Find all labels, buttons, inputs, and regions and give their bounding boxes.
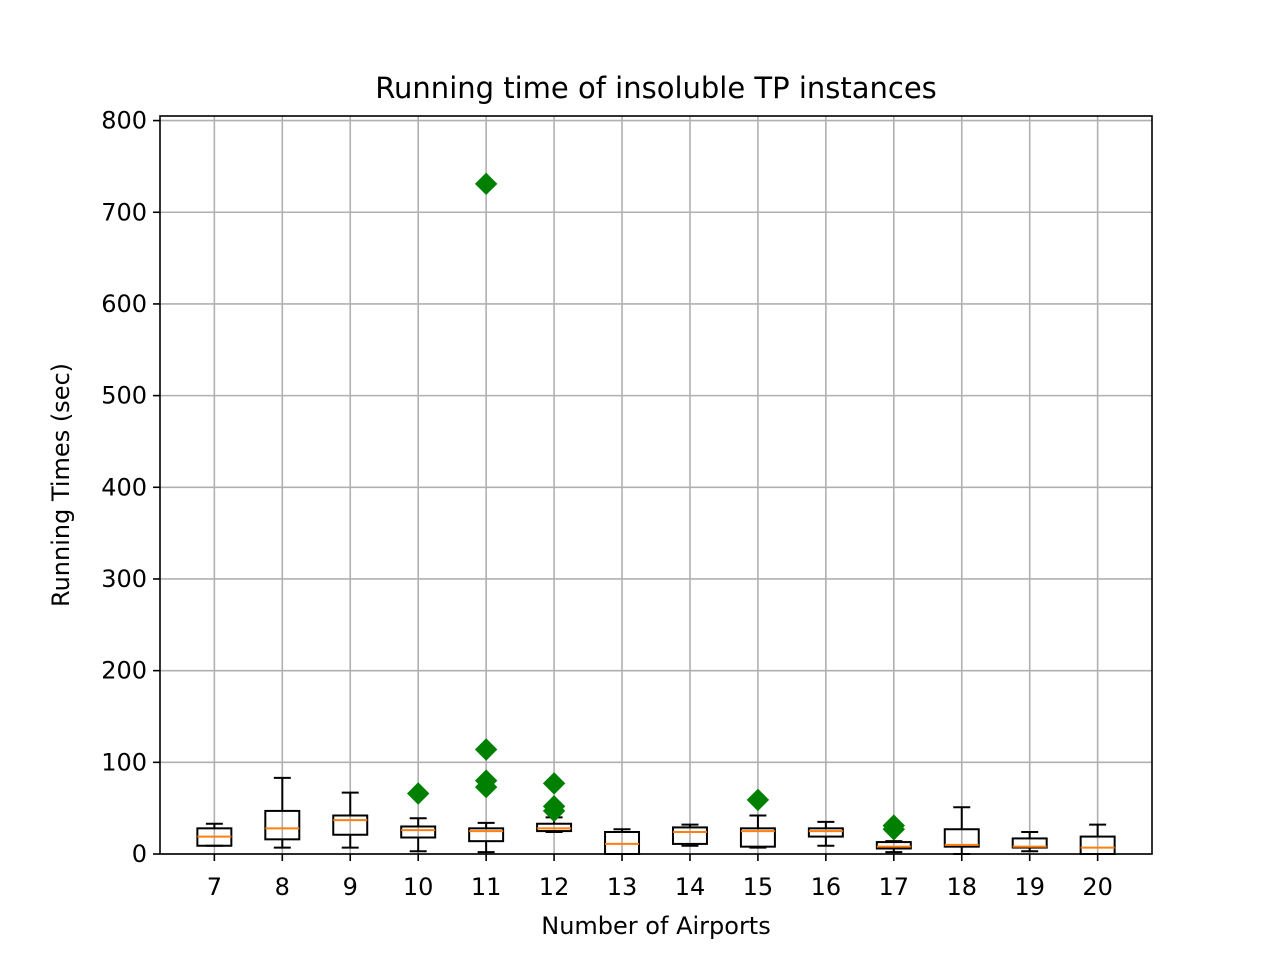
- outlier-marker: [542, 799, 566, 823]
- box-group-16: [807, 820, 844, 847]
- x-tick-label: 7: [207, 873, 222, 901]
- outlier-layer: [406, 172, 906, 841]
- box-group-11: [468, 821, 505, 854]
- chart-title: Running time of insoluble TP instances: [375, 71, 937, 105]
- x-tick-label: 19: [1014, 873, 1045, 901]
- x-tick-label: 20: [1082, 873, 1113, 901]
- outlier-marker: [474, 775, 498, 799]
- box-group-14: [671, 823, 708, 847]
- outlier-marker: [474, 172, 498, 196]
- y-tick-label: 300: [101, 565, 147, 593]
- iqr-box: [264, 809, 301, 841]
- y-tick-label: 0: [132, 840, 147, 868]
- plot-frame: [159, 115, 1153, 855]
- x-axis-title: Number of Airports: [541, 912, 770, 940]
- iqr-box: [332, 814, 369, 836]
- outlier-marker: [746, 788, 770, 812]
- y-tick-label: 100: [101, 748, 147, 776]
- iqr-box: [739, 827, 776, 848]
- y-tick-label: 600: [101, 290, 147, 318]
- box-group-12: [536, 816, 573, 833]
- x-tick-label: 13: [607, 873, 638, 901]
- grid-layer: [160, 116, 1152, 855]
- iqr-box: [943, 828, 980, 848]
- box-group-8: [264, 776, 301, 849]
- x-tick-label: 9: [343, 873, 358, 901]
- y-tick-label: 700: [101, 198, 147, 226]
- x-tick-label: 16: [811, 873, 842, 901]
- iqr-box: [468, 827, 505, 843]
- box-group-7: [196, 822, 233, 847]
- outlier-marker: [882, 818, 906, 841]
- outlier-marker: [474, 738, 498, 761]
- x-tick-label: 12: [539, 873, 570, 901]
- x-tick-label: 10: [403, 873, 434, 901]
- box-layer: [196, 776, 1116, 855]
- y-tick-label: 400: [101, 473, 147, 501]
- tick-layer: 0 100 200 300 400 500 600 700 800 7 8 9 10 11 12 13 14 15…: [101, 107, 1113, 901]
- y-axis-title: Running Times (sec): [47, 363, 75, 607]
- outlier-marker: [542, 772, 566, 795]
- x-tick-label: 18: [946, 873, 977, 901]
- x-tick-label: 14: [675, 873, 706, 901]
- iqr-box: [807, 827, 844, 838]
- y-tick-label: 500: [101, 382, 147, 410]
- box-group-17: [875, 840, 912, 854]
- box-group-10: [400, 817, 437, 853]
- y-tick-label: 800: [101, 107, 147, 135]
- x-tick-label: 8: [275, 873, 290, 901]
- box-group-15: [739, 814, 776, 849]
- x-tick-label: 11: [471, 873, 502, 901]
- iqr-box: [400, 825, 437, 839]
- outlier-marker: [406, 782, 430, 805]
- box-group-19: [1011, 830, 1048, 853]
- x-tick-label: 15: [743, 873, 774, 901]
- x-tick-label: 17: [879, 873, 910, 901]
- iqr-box: [875, 841, 912, 850]
- y-tick-label: 200: [101, 657, 147, 685]
- iqr-box: [671, 826, 708, 845]
- box-group-9: [332, 791, 369, 849]
